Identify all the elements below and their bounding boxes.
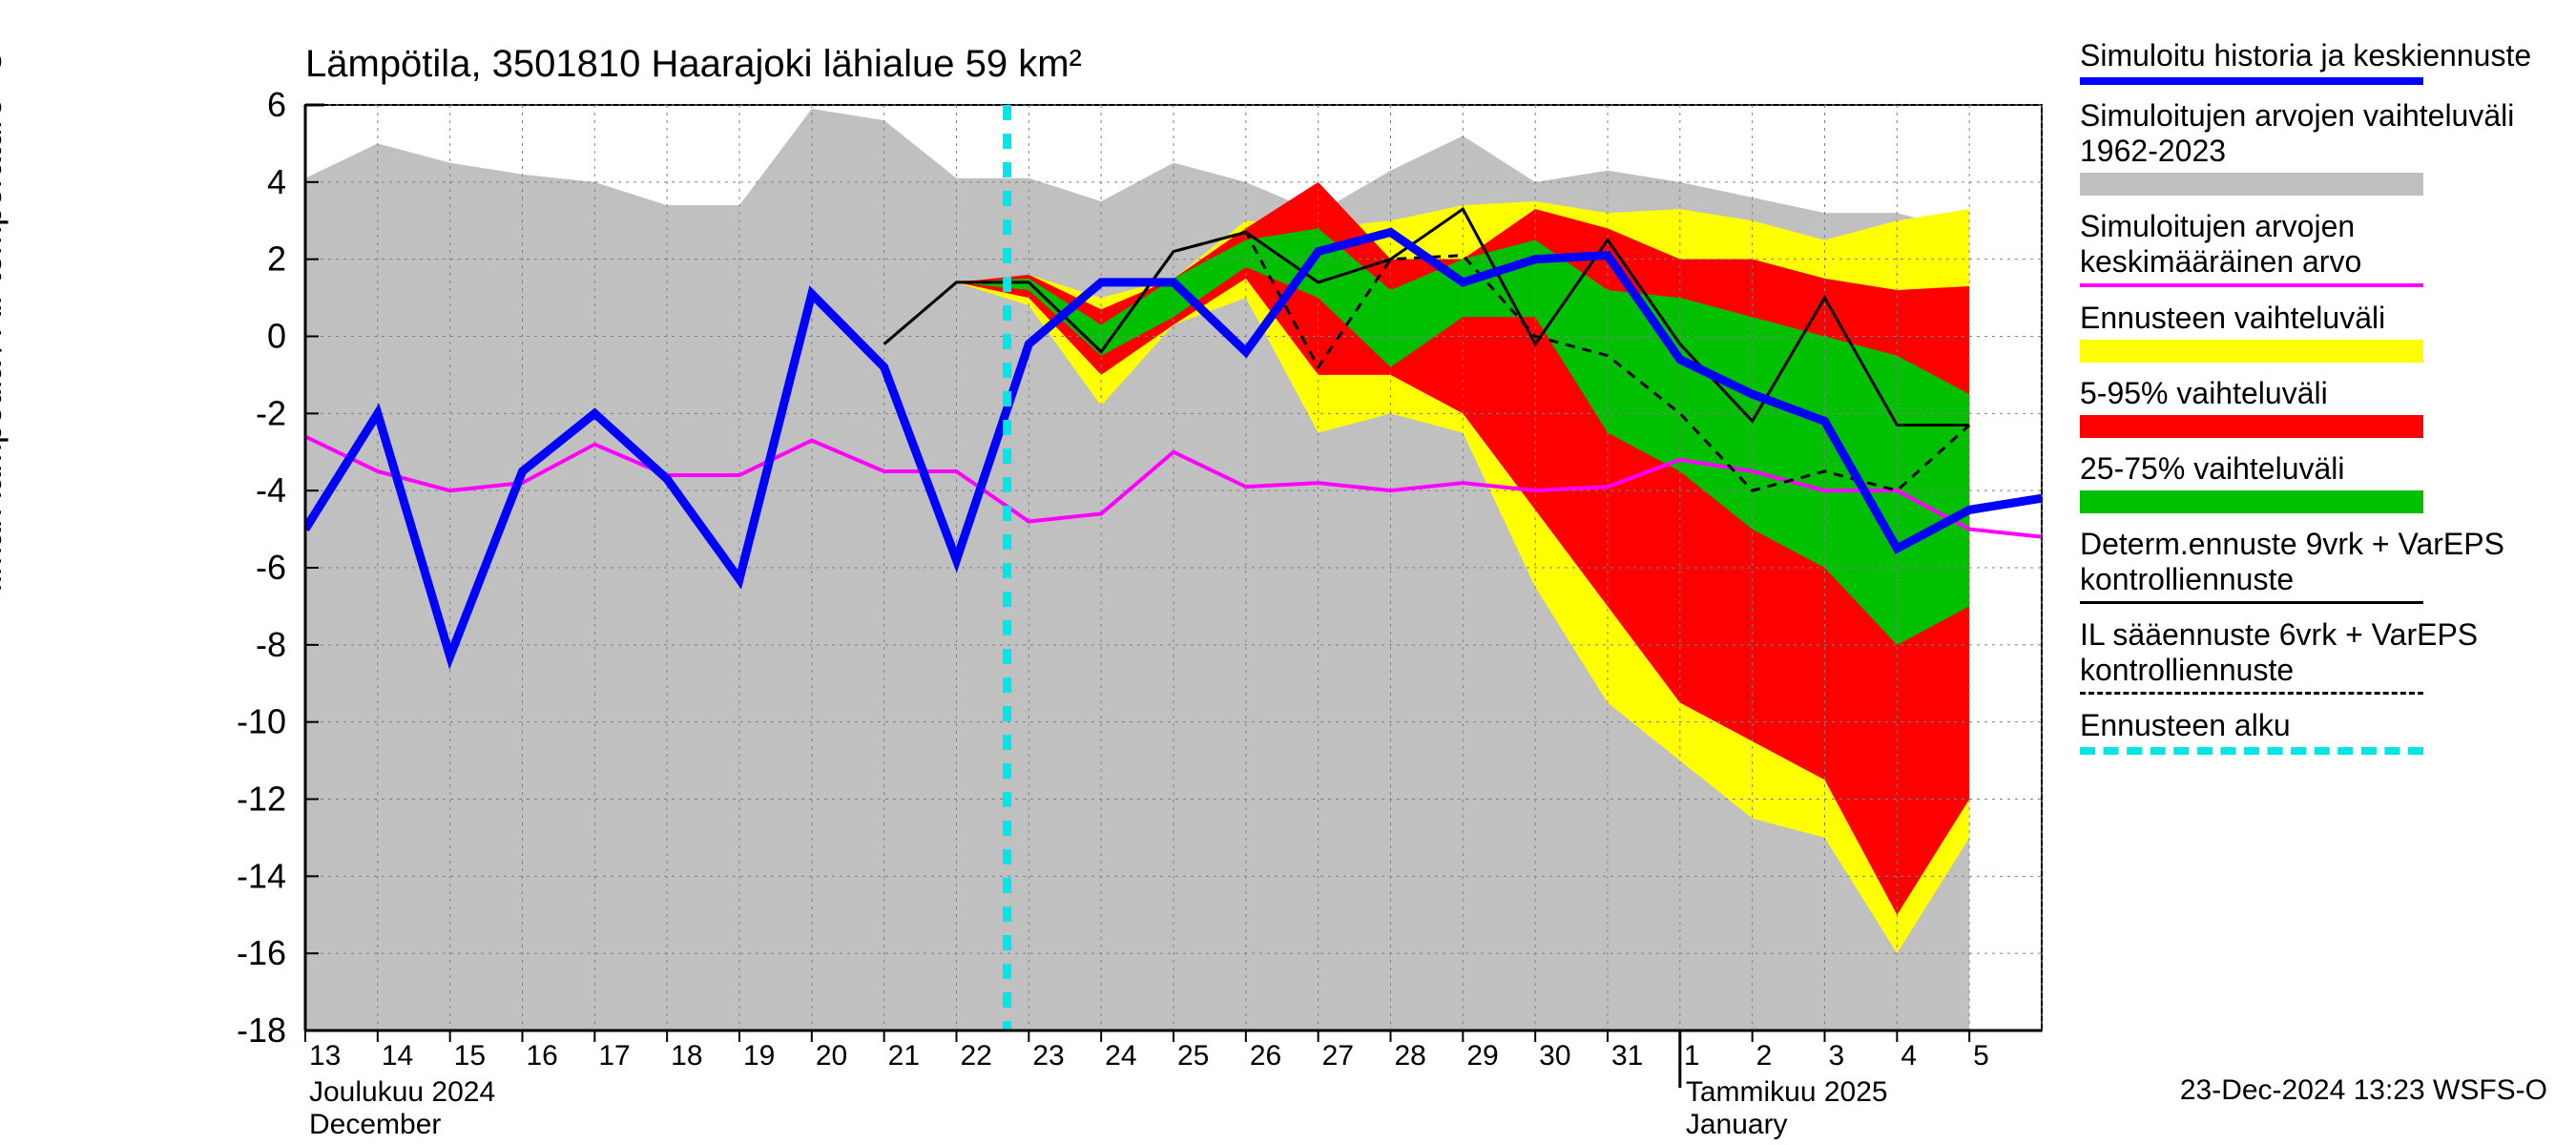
yaxis-label: Ilman lämpötila / Air temperature °C: [0, 50, 10, 593]
xtick-label: 1: [1684, 1040, 1700, 1072]
xtick-label: 13: [309, 1040, 341, 1072]
legend-item: Determ.ennuste 9vrk + VarEPS kontrollien…: [2080, 527, 2557, 604]
ytick-label: -18: [237, 1010, 286, 1050]
legend-swatch: [2080, 490, 2423, 513]
legend-label: Simuloitujen arvojen vaihteluväli 1962-2…: [2080, 98, 2557, 169]
xtick-label: 26: [1250, 1040, 1281, 1072]
xtick-label: 2: [1756, 1040, 1773, 1072]
legend-label: Ennusteen vaihteluväli: [2080, 301, 2557, 336]
month-label-fi: Joulukuu 2024: [309, 1076, 495, 1108]
xtick-label: 21: [888, 1040, 920, 1072]
legend-item: Ennusteen vaihteluväli: [2080, 301, 2557, 363]
legend-item: Simuloitu historia ja keskiennuste: [2080, 38, 2557, 85]
legend-swatch: [2080, 283, 2423, 287]
chart-title: Lämpötila, 3501810 Haarajoki lähialue 59…: [305, 43, 1082, 85]
xtick-label: 23: [1032, 1040, 1064, 1072]
xtick-label: 22: [961, 1040, 992, 1072]
legend-item: 5-95% vaihteluväli: [2080, 376, 2557, 438]
xtick-label: 30: [1539, 1040, 1570, 1072]
legend-item: Simuloitujen arvojen keskimääräinen arvo: [2080, 209, 2557, 287]
xtick-label: 20: [816, 1040, 847, 1072]
ytick-label: -16: [237, 933, 286, 972]
xtick-label: 18: [671, 1040, 702, 1072]
xtick-label: 29: [1466, 1040, 1498, 1072]
month-label-en: December: [309, 1109, 441, 1140]
timestamp: 23-Dec-2024 13:23 WSFS-O: [2180, 1074, 2547, 1107]
ytick-label: -8: [256, 625, 286, 664]
legend-label: Simuloitu historia ja keskiennuste: [2080, 38, 2557, 73]
month-label-en: January: [1686, 1109, 1788, 1140]
ytick-label: -6: [256, 548, 286, 587]
legend-item: Simuloitujen arvojen vaihteluväli 1962-2…: [2080, 98, 2557, 196]
ytick-label: 6: [267, 85, 286, 124]
legend-item: 25-75% vaihteluväli: [2080, 451, 2557, 513]
legend-swatch: [2080, 692, 2423, 695]
xtick-label: 31: [1611, 1040, 1643, 1072]
ytick-label: 4: [267, 162, 286, 201]
ytick-label: -10: [237, 702, 286, 741]
xtick-label: 3: [1829, 1040, 1845, 1072]
xtick-label: 14: [382, 1040, 413, 1072]
ytick-label: -2: [256, 393, 286, 432]
legend-swatch: [2080, 340, 2423, 363]
legend-item: IL sääennuste 6vrk + VarEPS kontrollienn…: [2080, 617, 2557, 695]
legend-swatch: [2080, 415, 2423, 438]
legend: Simuloitu historia ja keskiennuste Simulo…: [2080, 38, 2557, 768]
legend-item: Ennusteen alku: [2080, 708, 2557, 755]
ytick-label: 0: [267, 317, 286, 356]
ytick-label: -12: [237, 780, 286, 819]
legend-label: 25-75% vaihteluväli: [2080, 451, 2557, 487]
legend-label: IL sääennuste 6vrk + VarEPS kontrollienn…: [2080, 617, 2557, 688]
legend-swatch: [2080, 173, 2423, 196]
xtick-label: 19: [743, 1040, 775, 1072]
xtick-label: 25: [1177, 1040, 1209, 1072]
ytick-label: -14: [237, 856, 286, 895]
xtick-label: 15: [454, 1040, 486, 1072]
legend-swatch: [2080, 601, 2423, 604]
xtick-label: 4: [1901, 1040, 1917, 1072]
xtick-label: 28: [1395, 1040, 1426, 1072]
legend-swatch: [2080, 747, 2423, 755]
ytick-label: -4: [256, 470, 286, 510]
legend-swatch: [2080, 77, 2423, 85]
xtick-label: 27: [1322, 1040, 1354, 1072]
xtick-label: 5: [1973, 1040, 1989, 1072]
legend-label: 5-95% vaihteluväli: [2080, 376, 2557, 411]
legend-label: Simuloitujen arvojen keskimääräinen arvo: [2080, 209, 2557, 280]
xtick-label: 17: [598, 1040, 630, 1072]
month-label-fi: Tammikuu 2025: [1686, 1076, 1888, 1108]
xtick-label: 16: [527, 1040, 558, 1072]
legend-label: Ennusteen alku: [2080, 708, 2557, 743]
ytick-label: 2: [267, 239, 286, 279]
xtick-label: 24: [1105, 1040, 1136, 1072]
legend-label: Determ.ennuste 9vrk + VarEPS kontrollien…: [2080, 527, 2557, 597]
